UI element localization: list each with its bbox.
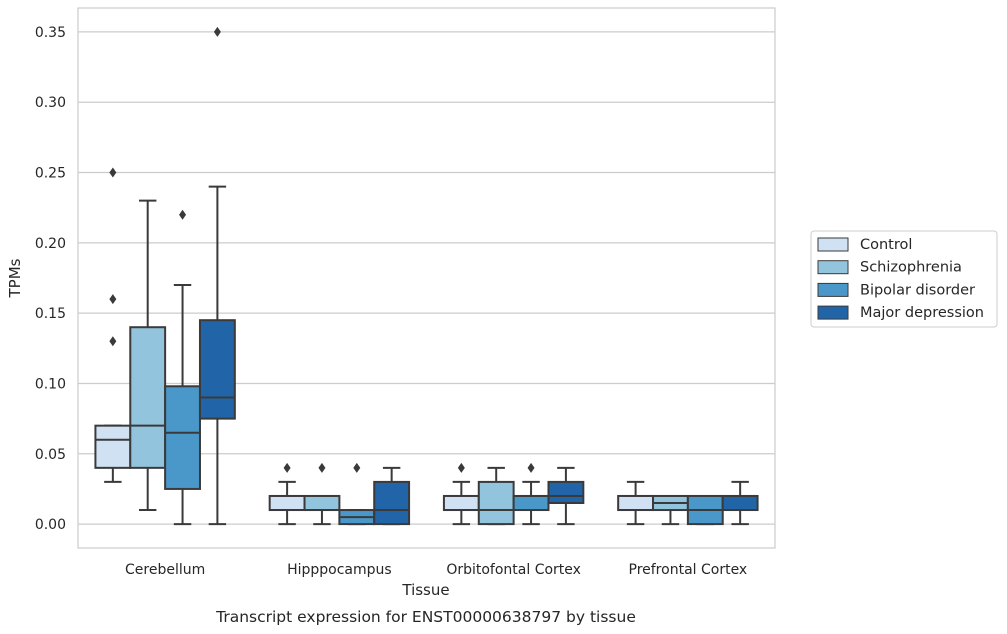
outlier-point (283, 462, 291, 473)
box-iqr (477, 480, 515, 526)
box-iqr (268, 494, 306, 512)
box-major-depression (547, 466, 585, 526)
y-tick-label: 0.00 (35, 517, 66, 533)
box-iqr (721, 494, 759, 512)
box-iqr (442, 494, 480, 512)
outlier-point (213, 26, 221, 37)
outlier-point (109, 336, 117, 347)
box-bipolar-disorder (512, 462, 550, 526)
legend: Control Schizophrenia Bipolar disorder Majo… (810, 230, 998, 328)
boxes (94, 26, 759, 526)
legend-swatch (817, 237, 849, 252)
x-tick-label: Hipppocampus (287, 562, 392, 578)
box-iqr (547, 480, 585, 504)
box-iqr (129, 326, 167, 469)
y-tick-label: 0.30 (35, 95, 66, 111)
outlier-point (318, 462, 326, 473)
chart-caption: Transcript expression for ENST0000063879… (215, 608, 636, 626)
y-axis-ticks: 0.00 0.05 0.10 0.15 0.20 0.25 0.30 0.35 (35, 25, 66, 533)
box-iqr (303, 494, 341, 512)
y-tick-label: 0.35 (35, 25, 66, 41)
box-control (617, 480, 655, 526)
box-schizophrenia (303, 462, 341, 526)
box-iqr (512, 494, 550, 512)
box-control (94, 167, 132, 483)
outlier-point (109, 167, 117, 178)
legend-swatch (817, 305, 849, 320)
box-iqr (164, 385, 201, 490)
x-tick-label: Cerebellum (125, 562, 205, 578)
legend-label: Schizophrenia (860, 260, 962, 276)
box-iqr (94, 424, 132, 469)
y-tick-label: 0.05 (35, 447, 66, 463)
box-major-depression (721, 480, 759, 526)
box-major-depression (373, 466, 411, 526)
box-bipolar-disorder (686, 494, 724, 526)
legend-label: Bipolar disorder (860, 282, 975, 298)
outlier-point (457, 462, 465, 473)
box-schizophrenia (129, 199, 167, 512)
outlier-point (527, 462, 535, 473)
legend-label: Major depression (860, 305, 984, 321)
box-bipolar-disorder (338, 462, 376, 526)
box-iqr (373, 480, 411, 526)
x-axis-ticks: Cerebellum Hipppocampus Orbitofontal Corte… (125, 562, 747, 578)
box-iqr (617, 494, 655, 512)
y-tick-label: 0.10 (35, 376, 66, 392)
legend-swatch (817, 260, 849, 275)
x-axis-label: Tissue (401, 581, 449, 599)
y-tick-label: 0.15 (35, 306, 66, 322)
y-axis-label: TPMs (6, 258, 24, 298)
y-tick-label: 0.25 (35, 166, 66, 182)
legend-label: Control (860, 237, 912, 253)
box-schizophrenia (477, 466, 515, 526)
legend-swatch (817, 282, 849, 297)
y-tick-label: 0.20 (35, 236, 66, 252)
outlier-point (109, 294, 117, 305)
outlier-point (179, 209, 187, 220)
x-tick-label: Prefrontal Cortex (629, 562, 748, 578)
box-control (442, 462, 480, 526)
box-bipolar-disorder (164, 209, 201, 526)
box-major-depression (198, 26, 236, 526)
legend-frame (810, 230, 998, 328)
box-iqr (198, 319, 236, 420)
x-tick-label: Orbitofontal Cortex (446, 562, 581, 578)
outlier-point (353, 462, 361, 473)
